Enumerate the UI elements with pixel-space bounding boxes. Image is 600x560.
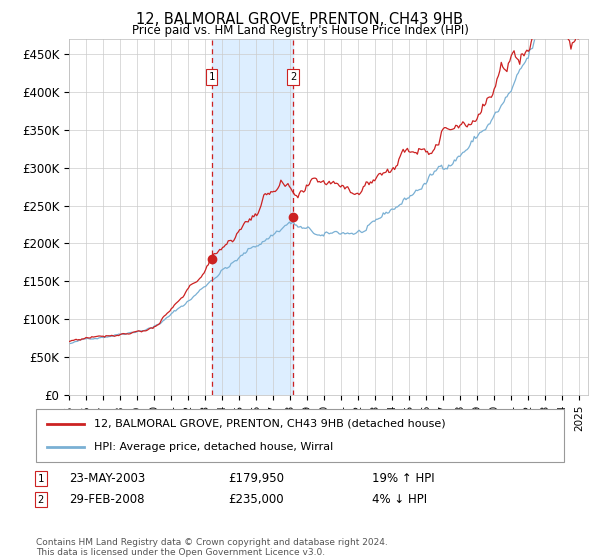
Text: £179,950: £179,950 [228,472,284,486]
Text: 1: 1 [38,474,44,484]
Text: 12, BALMORAL GROVE, PRENTON, CH43 9HB: 12, BALMORAL GROVE, PRENTON, CH43 9HB [137,12,464,27]
Text: Price paid vs. HM Land Registry's House Price Index (HPI): Price paid vs. HM Land Registry's House … [131,24,469,37]
Text: 2: 2 [38,494,44,505]
Text: 29-FEB-2008: 29-FEB-2008 [69,493,145,506]
Text: 23-MAY-2003: 23-MAY-2003 [69,472,145,486]
Text: 1: 1 [208,72,215,82]
Text: 2: 2 [290,72,296,82]
Text: HPI: Average price, detached house, Wirral: HPI: Average price, detached house, Wirr… [94,442,334,452]
Text: £235,000: £235,000 [228,493,284,506]
Bar [212,39,293,395]
Text: 19% ↑ HPI: 19% ↑ HPI [372,472,434,486]
Text: Contains HM Land Registry data © Crown copyright and database right 2024.
This d: Contains HM Land Registry data © Crown c… [36,538,388,557]
Text: 4% ↓ HPI: 4% ↓ HPI [372,493,427,506]
Text: 12, BALMORAL GROVE, PRENTON, CH43 9HB (detached house): 12, BALMORAL GROVE, PRENTON, CH43 9HB (d… [94,419,446,429]
FancyBboxPatch shape [36,409,564,462]
